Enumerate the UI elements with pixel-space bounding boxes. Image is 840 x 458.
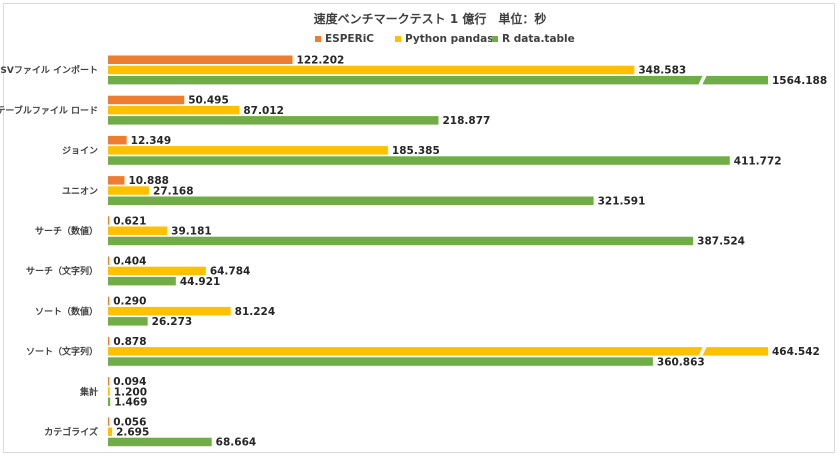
bar-r-data-table xyxy=(108,397,111,406)
bar-esperic xyxy=(108,377,110,386)
category-label: ソート（数値） xyxy=(35,305,98,317)
category-label: 集計 xyxy=(79,386,98,398)
bar-esperic xyxy=(108,95,185,105)
bar-python-pandas xyxy=(108,105,240,115)
bar-python-pandas xyxy=(108,226,168,235)
data-label: 26.273 xyxy=(152,316,193,328)
data-label: 411.772 xyxy=(734,155,782,167)
bar-esperic xyxy=(108,216,110,225)
data-label: 27.168 xyxy=(153,185,194,197)
data-label: 0.878 xyxy=(113,336,146,348)
bar-r-data-table xyxy=(108,276,176,286)
bar-esperic xyxy=(108,135,127,145)
axis-break-mark xyxy=(698,74,707,86)
bar-r-data-table xyxy=(108,156,730,165)
bar-esperic xyxy=(108,256,110,265)
axis-break-mark xyxy=(698,346,707,357)
data-label: 0.290 xyxy=(113,296,146,308)
category-label: ジョイン xyxy=(62,146,98,157)
data-label: 0.056 xyxy=(113,416,146,428)
bar-python-pandas xyxy=(108,266,206,276)
data-label: 12.349 xyxy=(131,135,172,147)
data-label: 1.469 xyxy=(114,397,147,409)
bar-r-data-table xyxy=(108,236,694,246)
bar-python-pandas xyxy=(108,65,635,75)
bar-python-pandas xyxy=(108,306,231,316)
data-label: 2.695 xyxy=(116,427,149,439)
category-label: サーチ（数値） xyxy=(35,225,98,237)
data-label: 0.621 xyxy=(113,215,146,227)
data-label: 64.784 xyxy=(210,266,251,278)
bar-python-pandas xyxy=(108,347,768,356)
data-label: 360.863 xyxy=(657,356,705,368)
legend-label: Python pandas xyxy=(405,33,494,45)
chart-legend: ESPERiC Python pandas R data.table xyxy=(315,33,575,45)
bar-esperic xyxy=(108,55,293,64)
bar-python-pandas xyxy=(108,146,388,155)
category-label: カテゴライズ xyxy=(44,426,98,438)
data-label: 348.583 xyxy=(638,65,686,77)
legend-swatch xyxy=(492,36,498,42)
bar-esperic xyxy=(108,336,110,346)
legend-swatch xyxy=(315,36,321,42)
data-label: 122.202 xyxy=(297,55,345,67)
bar-r-data-table xyxy=(108,196,594,205)
data-label: 0.094 xyxy=(113,376,146,388)
bar-python-pandas xyxy=(108,387,110,396)
bar-r-data-table xyxy=(108,116,439,125)
chart-title: 速度ベンチマークテスト 1 億行 単位：秒 xyxy=(314,11,547,26)
bar-r-data-table xyxy=(108,75,768,85)
bar-r-data-table xyxy=(108,437,212,447)
data-label: 50.495 xyxy=(188,95,229,107)
category-label: ユニオン xyxy=(62,186,98,197)
bar-python-pandas xyxy=(108,186,150,195)
legend-label: R data.table xyxy=(502,33,575,45)
bar-esperic xyxy=(108,176,125,185)
bar-esperic xyxy=(108,417,110,426)
data-label: 39.181 xyxy=(171,226,212,238)
bar-python-pandas xyxy=(108,427,113,436)
data-label: 387.524 xyxy=(697,236,745,248)
data-label: 44.921 xyxy=(180,276,221,288)
data-label: 68.664 xyxy=(216,437,257,449)
category-label: CSVファイル インポート xyxy=(0,64,98,76)
data-label: 185.385 xyxy=(392,145,440,157)
category-label: ソート（文字列） xyxy=(26,346,98,358)
category-label: サーチ（文字列） xyxy=(26,265,98,277)
data-label: 464.542 xyxy=(772,346,820,358)
legend-swatch xyxy=(395,36,401,42)
data-label: 10.888 xyxy=(128,175,169,187)
data-label: 1564.188 xyxy=(772,75,827,87)
data-label: 218.877 xyxy=(443,115,491,127)
data-label: 87.012 xyxy=(243,105,284,117)
category-label: テーブルファイル ロード xyxy=(0,104,98,116)
bar-group: 122.202 348.583 1564.188 50.495 87.012 218.87… xyxy=(108,55,827,449)
data-label: 81.224 xyxy=(235,306,276,318)
bar-esperic xyxy=(108,296,110,306)
data-label: 1.200 xyxy=(114,386,147,398)
bar-r-data-table xyxy=(108,357,653,366)
bar-r-data-table xyxy=(108,317,148,326)
legend-label: ESPERiC xyxy=(325,33,374,45)
data-label: 0.404 xyxy=(113,256,146,268)
data-label: 321.591 xyxy=(598,196,646,208)
